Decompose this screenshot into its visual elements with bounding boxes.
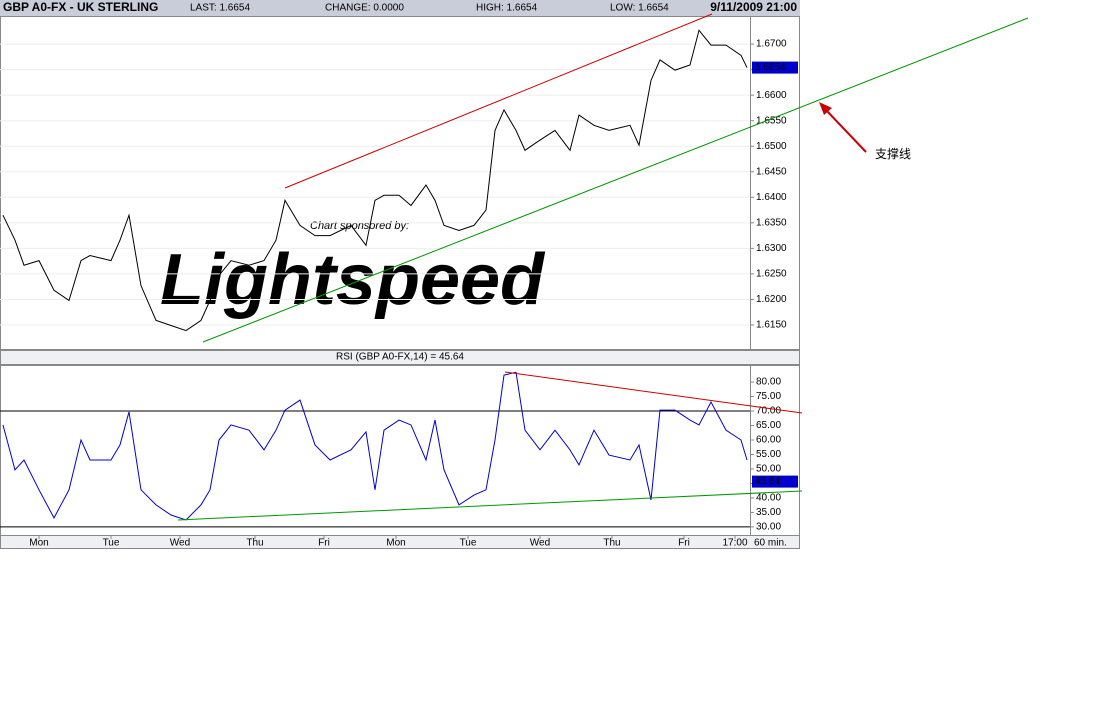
rsi-title: RSI (GBP A0-FX,14) = 45.64: [336, 352, 464, 363]
y-tick-label: 40.00: [756, 493, 781, 504]
change: CHANGE: 0.0000: [325, 3, 404, 14]
y-tick-label: 80.00: [756, 377, 781, 388]
y-tick-label: 55.00: [756, 449, 781, 460]
y-tick-label: 1.6700: [756, 39, 787, 50]
x-tick-label: Tue: [460, 538, 477, 549]
x-tick-label: Wed: [530, 538, 550, 549]
y-tick-label: 30.00: [756, 522, 781, 533]
y-tick-label: 1.6250: [756, 269, 787, 280]
x-tick-label: Tue: [103, 538, 120, 549]
annotation-arrow: [825, 109, 867, 153]
y-tick-label: 35.00: [756, 507, 781, 518]
y-tick-label: 1.6550: [756, 115, 787, 126]
x-tick-label: Fri: [318, 538, 330, 549]
x-tick-label: 17:00: [722, 538, 747, 549]
last-value-box: [752, 475, 798, 488]
watermark-brand: Lightspeed: [160, 240, 546, 320]
rsi-resistance-line: [504, 371, 803, 414]
series-line: [2, 371, 748, 521]
y-tick-label: 70.00: [756, 406, 781, 417]
support-line: [202, 17, 1029, 343]
y-tick-label: 1.6450: [756, 166, 787, 177]
last: LAST: 1.6654: [190, 3, 250, 14]
y-tick-label: 75.00: [756, 391, 781, 402]
y-tick-label: 1.6400: [756, 192, 787, 203]
last-value-label: 1.6654: [755, 62, 786, 73]
datetime: 9/11/2009 21:00: [710, 0, 797, 14]
annotation-arrowhead: [819, 102, 832, 115]
rsi-support-line: [177, 490, 803, 521]
annotation: 支撑线: [875, 146, 911, 161]
chart-layer: 1.6150 1.6200 1.6250 1.6300 1.6350 1.6400 1.64…: [0, 29, 798, 549]
x-tick-label: Mon: [386, 538, 405, 549]
series-line: [2, 29, 748, 332]
x-axis-bar: [0, 535, 800, 549]
symbol: GBP A0-FX - UK STERLING: [3, 0, 158, 14]
x-tick-label: Mon: [29, 538, 48, 549]
y-tick-label: 1.6300: [756, 243, 787, 254]
low: LOW: 1.6654: [610, 3, 669, 14]
y-tick-label: 1.6200: [756, 294, 787, 305]
y-tick-label: 1.6600: [756, 90, 787, 101]
y-tick-label: 65.00: [756, 420, 781, 431]
last-value-box: [752, 61, 798, 74]
y-tick-label: 1.6500: [756, 141, 787, 152]
x-tick-label: Fri: [678, 538, 690, 549]
watermark-sponsor: Chart sponsored by:: [310, 220, 409, 232]
high: HIGH: 1.6654: [476, 3, 538, 14]
x-tick-label: Thu: [246, 538, 263, 549]
x-axis-label: 60 min.: [754, 538, 787, 549]
rsi-title-bar: [0, 350, 800, 365]
last-value-label: 45.64: [755, 476, 780, 487]
price-frame: [0, 16, 800, 350]
y-tick-label: 60.00: [756, 435, 781, 446]
x-tick-label: Thu: [603, 538, 620, 549]
y-tick-label: 1.6350: [756, 217, 787, 228]
header-bar: [0, 0, 800, 16]
y-tick-label: 1.6150: [756, 320, 787, 331]
resistance-line: [284, 13, 713, 189]
x-tick-label: Wed: [170, 538, 190, 549]
y-tick-label: 50.00: [756, 464, 781, 475]
